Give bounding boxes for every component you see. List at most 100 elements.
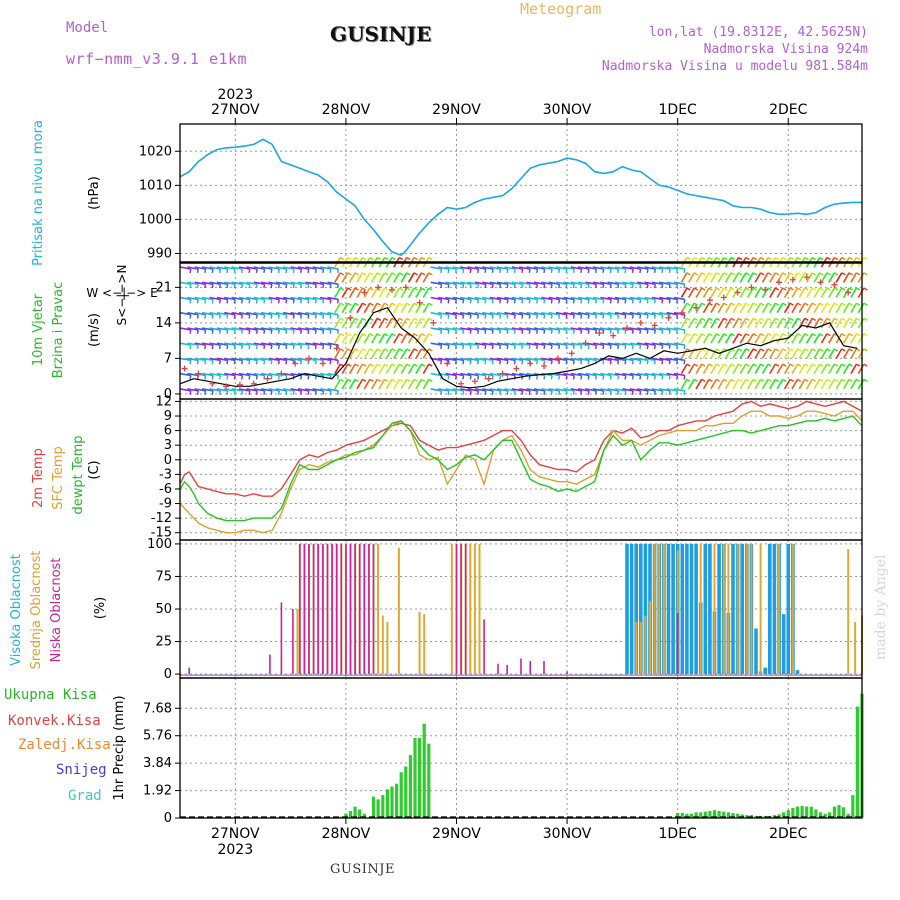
wind-barb <box>533 357 545 362</box>
wind-barb-flag <box>686 317 691 322</box>
wind-barb <box>533 281 545 285</box>
wind-barb-flag <box>587 390 590 395</box>
wind-barb-flag <box>572 390 575 395</box>
wind-barb-flag <box>226 268 229 274</box>
wind-barb-flag <box>336 314 339 319</box>
low-cloud-bar <box>372 543 375 675</box>
wind-barb-flag <box>406 317 411 322</box>
wind-barb-flag <box>653 268 656 274</box>
wind-barb <box>614 311 626 316</box>
high-cloud-bar <box>708 543 712 675</box>
precip-bar <box>745 815 749 818</box>
precip-bar <box>395 783 399 818</box>
wind-barb <box>378 378 386 390</box>
wind-barb <box>194 311 206 316</box>
wind-barb <box>813 302 821 314</box>
wind-barb-flag <box>797 317 802 322</box>
wind-barb <box>659 357 671 362</box>
wind-barb-flag <box>521 344 524 350</box>
wind-barb <box>393 333 400 344</box>
mid-cloud-bar <box>759 543 762 675</box>
wind-barb-flag <box>322 329 325 334</box>
wind-barb <box>341 378 349 390</box>
wind-barb <box>378 318 386 329</box>
wind-barb <box>850 333 858 344</box>
wind-barb <box>312 342 324 346</box>
wind-barb-flag <box>602 390 605 395</box>
wind-barb <box>224 327 236 331</box>
wind-barb <box>504 296 516 301</box>
wind-barb <box>526 357 538 362</box>
precip-bar <box>809 806 813 818</box>
high-cloud-bar <box>634 543 638 675</box>
wind-barb <box>187 311 199 316</box>
wind-barb <box>695 333 703 344</box>
wind-barb <box>739 333 747 344</box>
wind-barb <box>209 342 221 346</box>
wind-barb-flag <box>307 299 310 304</box>
wind-barb-flag <box>595 390 597 395</box>
wind-barb <box>348 333 356 344</box>
wind-barb <box>739 363 747 375</box>
wind-barb-flag <box>716 287 721 291</box>
wind-gust-marker <box>706 297 713 304</box>
wind-barb-flag <box>811 302 817 306</box>
wind-gust-marker <box>306 355 313 362</box>
wind-barb-flag <box>428 317 433 322</box>
wind-barb <box>791 378 799 390</box>
wind-barb-flag <box>811 363 817 367</box>
wind-barb <box>555 342 568 346</box>
wind-barb-flag <box>639 299 642 304</box>
wind-barb <box>666 357 678 362</box>
wind-barb <box>371 287 378 298</box>
wind-barb <box>585 296 597 301</box>
wind-barb <box>187 357 199 362</box>
wind-barb <box>393 287 400 298</box>
wind-barb-flag <box>241 329 244 334</box>
wind-barb-flag <box>609 375 612 380</box>
wind-barb <box>592 296 604 301</box>
wind-barb-flag <box>241 390 244 395</box>
wind-gust-marker <box>817 279 824 286</box>
wind-gust-marker <box>333 345 340 352</box>
wind-barb-flag <box>550 299 553 304</box>
wind-barb <box>496 266 509 270</box>
wind-barb <box>407 272 415 283</box>
wind-barb <box>651 311 663 316</box>
wind-compass-label: W <−|−> E <box>86 286 157 300</box>
wind-barb-flag <box>477 360 480 365</box>
low-cloud-bar <box>299 543 301 675</box>
wind-barb-flag <box>391 363 396 367</box>
wind-barb-flag <box>454 375 457 380</box>
wind-barb <box>680 333 688 344</box>
panel-frame-0 <box>179 123 863 263</box>
wind-barb <box>348 302 356 314</box>
low-cloud-bar <box>368 543 370 675</box>
wind-barb <box>407 348 415 359</box>
wind-barb-flag <box>708 302 713 306</box>
wind-barb-flag <box>347 256 352 261</box>
wind-barb <box>688 287 695 298</box>
wind-barb <box>452 296 464 301</box>
wind-barb <box>452 327 464 331</box>
wind-barb-flag <box>693 302 699 306</box>
low-cloud <box>188 543 679 675</box>
wind-barb <box>430 357 442 362</box>
wind-barb <box>268 296 280 301</box>
wind-barb <box>607 266 619 270</box>
precip-bars <box>339 693 864 818</box>
wind-barb <box>629 296 641 301</box>
wind-barb <box>519 327 531 331</box>
wind-barb <box>651 388 663 392</box>
wind-barb-flag <box>774 287 780 291</box>
wind-barb-flag <box>745 363 750 367</box>
wind-barb <box>246 327 258 331</box>
wind-barb <box>231 372 243 377</box>
wind-barb <box>798 333 806 344</box>
made-by-watermark: made by Angel <box>873 554 889 661</box>
wind-barb <box>430 342 442 346</box>
wind-barb-flag <box>686 272 691 276</box>
wind-barb <box>666 327 678 331</box>
wind-barb <box>577 388 590 392</box>
wind-barb <box>724 378 732 390</box>
